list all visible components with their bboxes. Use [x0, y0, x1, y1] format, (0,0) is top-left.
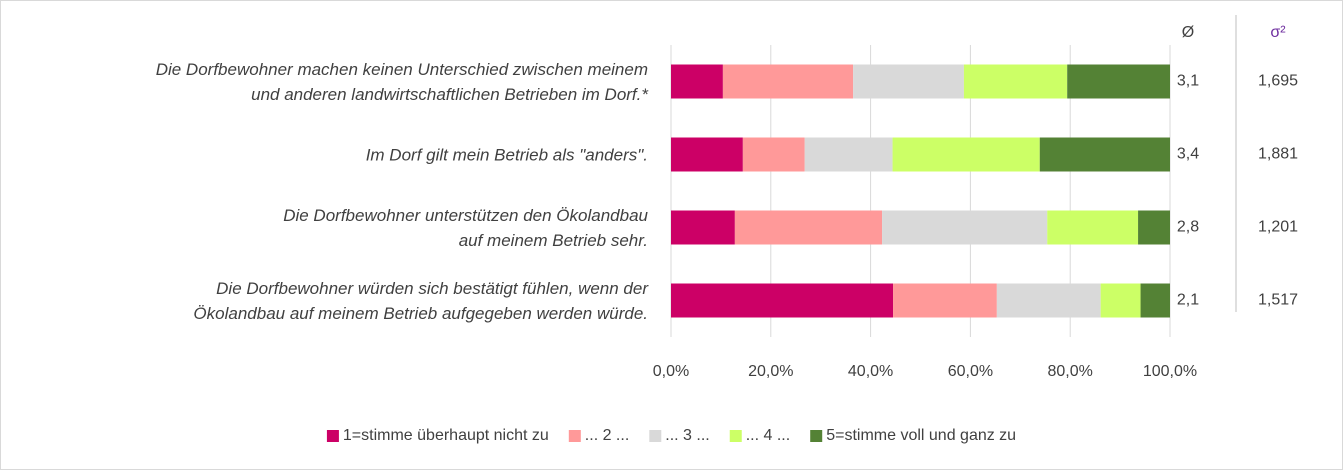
- category-label: Die Dorfbewohner unterstützen den Ökolan…: [283, 205, 648, 250]
- bar-segment: [671, 137, 743, 172]
- bar-segment: [853, 64, 964, 99]
- x-tick-label: 20,0%: [748, 363, 793, 380]
- mean-value: 2,1: [1177, 292, 1199, 309]
- bar-segment: [893, 283, 997, 318]
- variance-value: 1,517: [1258, 292, 1298, 309]
- bar-segment: [671, 283, 894, 318]
- variance-value: 1,695: [1258, 73, 1298, 90]
- x-tick-label: 80,0%: [1048, 363, 1093, 380]
- variance-header: σ²: [1270, 24, 1286, 41]
- bar-segment: [804, 137, 893, 172]
- category-label: Die Dorfbewohner machen keinen Unterschi…: [155, 59, 648, 104]
- x-tick-label: 60,0%: [948, 363, 993, 380]
- bar-segment: [671, 64, 723, 99]
- legend-label: 5=stimme voll und ganz zu: [826, 427, 1016, 444]
- legend-swatch: [326, 430, 339, 442]
- bar-segment: [1138, 210, 1170, 245]
- bar-segment: [734, 210, 883, 245]
- legend-label: ... 3 ...: [665, 427, 709, 444]
- x-tick-label: 40,0%: [848, 363, 893, 380]
- bar-segment: [1100, 283, 1141, 318]
- category-label: Die Dorfbewohner würden sich bestätigt f…: [193, 278, 648, 323]
- legend-label: ... 4 ...: [746, 427, 790, 444]
- legend-swatch: [568, 430, 581, 442]
- bar-segment: [996, 283, 1101, 318]
- x-tick-label: 100,0%: [1143, 363, 1197, 380]
- variance-value: 1,201: [1258, 219, 1298, 236]
- bar-segment: [742, 137, 805, 172]
- mean-value: 3,1: [1177, 73, 1199, 90]
- legend-swatch: [810, 430, 823, 442]
- bar-segment: [1047, 210, 1139, 245]
- mean-header: Ø: [1182, 24, 1194, 41]
- bar-segment: [722, 64, 854, 99]
- bar-segment: [1039, 137, 1170, 172]
- bar-segment: [892, 137, 1040, 172]
- category-label: Im Dorf gilt mein Betrieb als "anders".: [365, 145, 648, 164]
- bar-segment: [1067, 64, 1170, 99]
- legend-swatch: [649, 430, 662, 442]
- bar-segment: [1140, 283, 1170, 318]
- x-tick-label: 0,0%: [653, 363, 689, 380]
- mean-value: 2,8: [1177, 219, 1199, 236]
- legend-label: ... 2 ...: [585, 427, 629, 444]
- bar-segment: [671, 210, 735, 245]
- variance-value: 1,881: [1258, 146, 1298, 163]
- legend-swatch: [729, 430, 742, 442]
- bar-segment: [882, 210, 1048, 245]
- legend-label: 1=stimme überhaupt nicht zu: [343, 427, 549, 444]
- bar-segment: [963, 64, 1068, 99]
- mean-value: 3,4: [1177, 146, 1199, 163]
